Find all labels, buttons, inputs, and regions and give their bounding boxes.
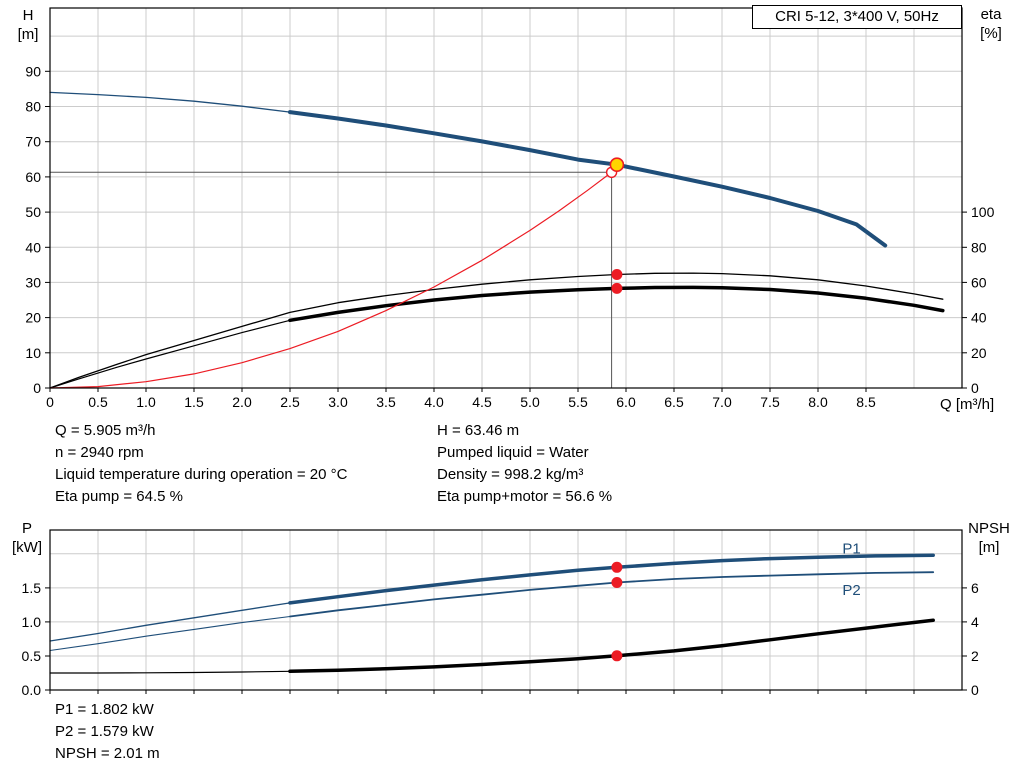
x-tick-label: 3.0 — [328, 394, 348, 410]
npsh-axis-label-symbol: NPSH — [968, 520, 1010, 537]
info-line-npsh: NPSH = 2.01 m — [55, 745, 160, 762]
left-tick-label: 1.5 — [22, 580, 42, 596]
series-label-p1: P1 — [842, 540, 860, 557]
left-tick-label: 40 — [25, 239, 41, 255]
duty-point-marker — [609, 157, 625, 172]
p2-duty-dot — [611, 577, 623, 588]
x-tick-label: 5.0 — [520, 394, 540, 410]
npsh-duty-dot — [611, 650, 623, 662]
p2-curve — [289, 571, 935, 618]
left-tick-label: 60 — [25, 169, 41, 185]
eta-pump-curve — [49, 272, 944, 389]
info-line-speed: n = 2940 rpm — [55, 444, 144, 461]
left-tick-label: 80 — [25, 99, 41, 115]
duty-info-left: Q = 5.905 m³/h n = 2940 rpm Liquid tempe… — [55, 420, 347, 508]
info-line-p1: P1 = 1.802 kW — [55, 701, 154, 718]
x-tick-label: 3.5 — [376, 394, 396, 410]
h-axis-label-symbol: H — [22, 7, 34, 24]
right-tick-label: 40 — [971, 310, 987, 326]
x-tick-label: 2.5 — [280, 394, 300, 410]
x-tick-label: 8.0 — [808, 394, 828, 410]
npsh-curve — [288, 618, 935, 674]
power-info: P1 = 1.802 kW P2 = 1.579 kW NPSH = 2.01 … — [55, 699, 160, 765]
eta-pump-motor-duty-dot — [611, 282, 623, 294]
x-tick-label: 5.5 — [568, 394, 588, 410]
left-tick-label: 70 — [25, 134, 41, 150]
info-line-density: Density = 998.2 kg/m³ — [437, 466, 584, 483]
info-line-p2: P2 = 1.579 kW — [55, 723, 154, 740]
x-tick-label: 1.0 — [136, 394, 156, 410]
right-tick-label: 4 — [971, 614, 979, 630]
eta-axis-label-symbol: eta — [980, 6, 1002, 23]
x-tick-label: 0 — [46, 394, 54, 410]
info-line-q: Q = 5.905 m³/h — [55, 422, 156, 439]
eta-pump-duty-dot — [611, 269, 623, 280]
left-tick-label: 1.0 — [22, 614, 42, 630]
x-tick-label: 4.5 — [472, 394, 492, 410]
eta-axis-label: eta [%] — [962, 5, 1020, 43]
right-tick-label: 80 — [971, 239, 987, 255]
pump-model-title: CRI 5-12, 3*400 V, 50Hz — [752, 5, 962, 29]
duty-info-right: H = 63.46 m Pumped liquid = Water Densit… — [437, 420, 612, 508]
x-tick-label: 8.5 — [856, 394, 876, 410]
right-tick-label: 0 — [971, 682, 979, 698]
plot-frame — [49, 529, 963, 691]
p-axis-label-unit: [kW] — [12, 539, 42, 556]
left-tick-label: 30 — [25, 274, 41, 290]
npsh-axis-label: NPSH [m] — [956, 519, 1022, 557]
x-tick-label: 0.5 — [88, 394, 108, 410]
x-tick-label: 6.5 — [664, 394, 684, 410]
p2-curve-lead — [49, 615, 291, 652]
x-tick-label: 1.5 — [184, 394, 204, 410]
right-tick-label: 0 — [971, 380, 979, 396]
left-tick-label: 50 — [25, 204, 41, 220]
left-tick-label: 90 — [25, 63, 41, 79]
eta-axis-label-unit: [%] — [980, 25, 1002, 42]
qh-curve — [288, 110, 888, 248]
npsh-curve-lead — [49, 670, 291, 674]
eta-pump-motor-lead — [49, 319, 291, 389]
h-axis-label-unit: [m] — [17, 26, 39, 43]
info-line-eta-pump-motor: Eta pump+motor = 56.6 % — [437, 488, 613, 505]
right-tick-label: 100 — [971, 204, 995, 220]
left-tick-label: 20 — [25, 310, 41, 326]
p1-duty-dot — [611, 561, 623, 573]
x-tick-label: 7.0 — [712, 394, 732, 410]
npsh-axis-label-unit: [m] — [978, 539, 1000, 556]
x-tick-label: 6.0 — [616, 394, 636, 410]
q-axis-label: Q [m³/h] — [940, 396, 995, 413]
x-tick-label: 7.5 — [760, 394, 780, 410]
series-label-p2: P2 — [842, 582, 860, 599]
system-curve — [49, 165, 622, 389]
p-axis-label-symbol: P — [21, 520, 32, 537]
left-tick-label: 0.0 — [22, 682, 42, 698]
x-tick-label: 4.0 — [424, 394, 444, 410]
qh-curve-lead — [49, 91, 291, 113]
left-tick-label: 10 — [25, 345, 41, 361]
p1-curve — [288, 553, 935, 605]
p1-curve-lead — [49, 602, 291, 642]
info-line-eta-pump: Eta pump = 64.5 % — [55, 488, 183, 505]
h-axis-label: H [m] — [6, 6, 50, 44]
right-tick-label: 2 — [971, 648, 979, 664]
eta-pump-motor-curve — [288, 285, 945, 323]
left-tick-label: 0.5 — [22, 648, 42, 664]
right-tick-label: 20 — [971, 345, 987, 361]
right-tick-label: 60 — [971, 274, 987, 290]
p-axis-label: P [kW] — [4, 519, 50, 557]
right-tick-label: 6 — [971, 580, 979, 596]
left-tick-label: 0 — [33, 380, 41, 396]
info-line-liquid: Pumped liquid = Water — [437, 444, 589, 461]
x-tick-label: 2.0 — [232, 394, 252, 410]
info-line-temperature: Liquid temperature during operation = 20… — [55, 466, 348, 483]
plot-frame — [49, 7, 963, 389]
info-line-head: H = 63.46 m — [437, 422, 520, 439]
